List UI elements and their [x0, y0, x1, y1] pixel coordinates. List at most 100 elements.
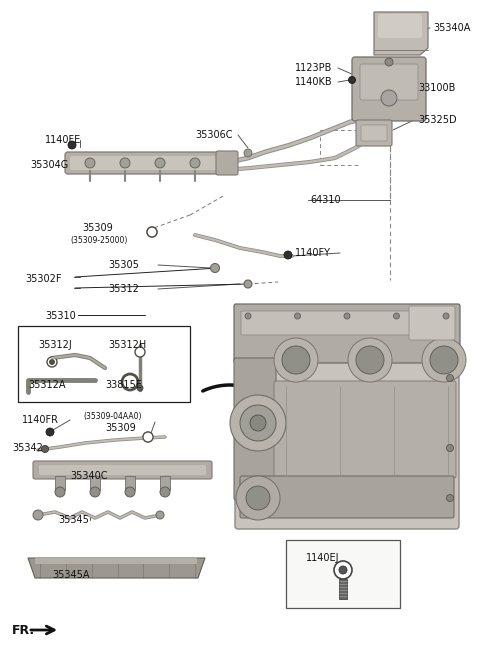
Circle shape [156, 511, 164, 519]
Text: 35325D: 35325D [418, 115, 456, 125]
FancyBboxPatch shape [39, 465, 206, 475]
Bar [125, 476, 135, 490]
Circle shape [55, 487, 65, 497]
Circle shape [47, 357, 57, 367]
FancyBboxPatch shape [274, 381, 456, 478]
FancyBboxPatch shape [234, 304, 460, 363]
Circle shape [348, 76, 356, 83]
Circle shape [122, 374, 138, 390]
Circle shape [211, 263, 219, 273]
Text: 35305: 35305 [108, 260, 139, 270]
Circle shape [147, 227, 157, 237]
Circle shape [230, 395, 286, 451]
Circle shape [274, 338, 318, 382]
FancyBboxPatch shape [35, 558, 197, 564]
Bar [160, 476, 170, 490]
FancyBboxPatch shape [378, 14, 422, 38]
Circle shape [334, 561, 352, 579]
Text: 35312: 35312 [108, 284, 139, 294]
FancyBboxPatch shape [356, 120, 392, 146]
Text: 35302F: 35302F [25, 274, 61, 284]
Circle shape [446, 495, 454, 501]
Circle shape [155, 158, 165, 168]
Circle shape [135, 347, 145, 357]
FancyBboxPatch shape [352, 57, 426, 121]
Circle shape [147, 227, 157, 237]
Circle shape [381, 90, 397, 106]
Circle shape [284, 251, 292, 259]
Text: 35309: 35309 [105, 423, 136, 433]
Circle shape [446, 445, 454, 451]
Text: 35312A: 35312A [28, 380, 65, 390]
Circle shape [244, 149, 252, 157]
Circle shape [282, 346, 310, 374]
Circle shape [339, 566, 347, 574]
Text: 35312H: 35312H [108, 340, 146, 350]
FancyBboxPatch shape [360, 64, 418, 100]
Circle shape [422, 338, 466, 382]
Circle shape [245, 313, 251, 319]
Text: 35309: 35309 [82, 223, 113, 233]
Circle shape [49, 359, 55, 365]
Text: 35310: 35310 [45, 311, 76, 321]
Circle shape [385, 58, 393, 66]
FancyBboxPatch shape [409, 306, 455, 340]
Text: 35342: 35342 [12, 443, 43, 453]
Text: 1140FR: 1140FR [22, 415, 59, 425]
Polygon shape [374, 12, 428, 55]
FancyBboxPatch shape [65, 152, 226, 174]
FancyBboxPatch shape [361, 125, 387, 141]
Circle shape [246, 486, 270, 510]
Circle shape [236, 476, 280, 520]
Circle shape [244, 280, 252, 288]
Text: 35312J: 35312J [38, 340, 72, 350]
FancyBboxPatch shape [241, 311, 453, 335]
FancyBboxPatch shape [70, 156, 221, 170]
FancyBboxPatch shape [33, 461, 212, 479]
Circle shape [143, 432, 153, 442]
Text: 33100B: 33100B [418, 83, 456, 93]
Text: 1123PB: 1123PB [295, 63, 332, 73]
Circle shape [41, 445, 48, 453]
FancyBboxPatch shape [235, 305, 459, 529]
Circle shape [446, 374, 454, 382]
Circle shape [125, 487, 135, 497]
Circle shape [68, 141, 76, 149]
Bar [90, 476, 100, 490]
FancyBboxPatch shape [234, 358, 276, 500]
Text: 1140EJ: 1140EJ [306, 553, 339, 563]
Text: 1140KB: 1140KB [295, 77, 333, 87]
Text: 35345: 35345 [58, 515, 89, 525]
Text: 64310: 64310 [310, 195, 341, 205]
Circle shape [394, 313, 399, 319]
Text: 35304G: 35304G [30, 160, 68, 170]
Polygon shape [28, 558, 205, 578]
FancyBboxPatch shape [216, 151, 238, 175]
Bar [18, 326, 190, 402]
Circle shape [137, 385, 143, 391]
Text: (35309-04AA0): (35309-04AA0) [83, 411, 142, 420]
Circle shape [344, 313, 350, 319]
Text: 35340A: 35340A [433, 23, 470, 33]
Circle shape [190, 158, 200, 168]
Circle shape [143, 432, 153, 442]
Text: 35345A: 35345A [52, 570, 89, 580]
Text: FR.: FR. [12, 623, 35, 637]
Circle shape [160, 487, 170, 497]
Circle shape [33, 510, 43, 520]
Text: (35309-25000): (35309-25000) [70, 235, 127, 244]
Circle shape [90, 487, 100, 497]
Bar [55, 476, 65, 490]
Circle shape [348, 338, 392, 382]
Circle shape [250, 415, 266, 431]
Bar [286, 540, 400, 608]
Circle shape [85, 158, 95, 168]
Circle shape [240, 405, 276, 441]
Circle shape [46, 428, 54, 436]
FancyBboxPatch shape [240, 476, 454, 518]
Text: 35340C: 35340C [70, 471, 108, 481]
Circle shape [120, 158, 130, 168]
Circle shape [356, 346, 384, 374]
Circle shape [430, 346, 458, 374]
Text: 1140FE: 1140FE [45, 135, 81, 145]
